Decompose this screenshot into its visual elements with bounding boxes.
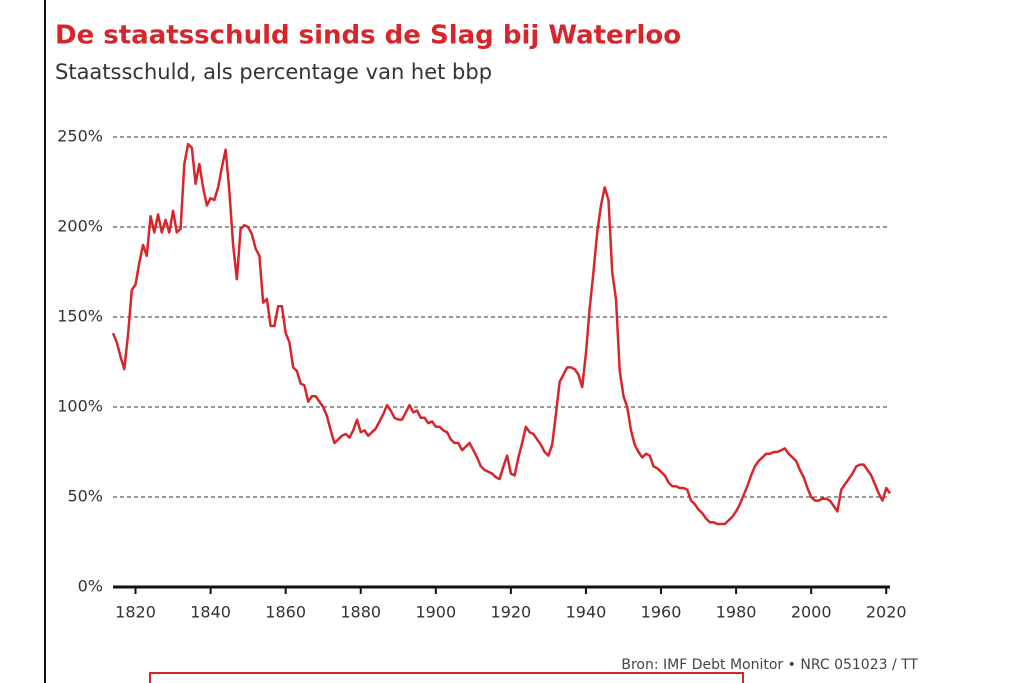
x-tick-label: 2020 [866, 603, 907, 622]
y-tick-label: 50% [67, 487, 103, 506]
chart-title: De staatsschuld sinds de Slag bij Waterl… [55, 21, 681, 51]
x-tick-label: 1820 [115, 603, 156, 622]
y-tick-label: 250% [57, 127, 103, 146]
x-tick-label: 1840 [190, 603, 231, 622]
x-tick-label: 1980 [716, 603, 757, 622]
x-tick-label: 1960 [641, 603, 682, 622]
y-tick-label: 100% [57, 397, 103, 416]
y-tick-label: 150% [57, 307, 103, 326]
box-decoration [149, 672, 744, 683]
x-tick-label: 1920 [491, 603, 532, 622]
x-tick-label: 1940 [566, 603, 607, 622]
x-tick-label: 1900 [415, 603, 456, 622]
x-tick-label: 1880 [340, 603, 381, 622]
x-tick-label: 1860 [265, 603, 306, 622]
x-tick-label: 2000 [791, 603, 832, 622]
data-line [111, 142, 892, 526]
source: Bron: IMF Debt Monitor • NRC 051023 / TT [621, 657, 918, 673]
chart-subtitle: Staatsschuld, als percentage van het bbp [55, 60, 492, 84]
y-tick-label: 0% [78, 577, 103, 596]
y-tick-label: 200% [57, 217, 103, 236]
